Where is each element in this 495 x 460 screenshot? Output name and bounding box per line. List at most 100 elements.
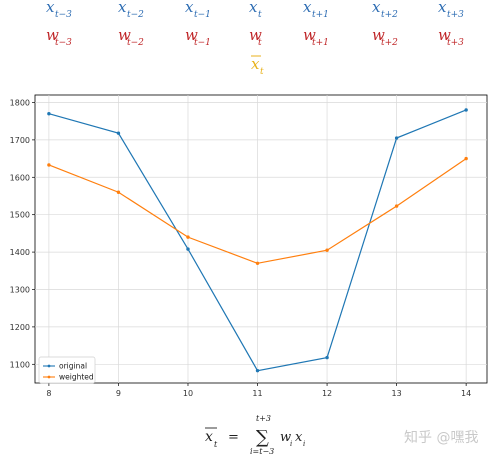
formula-term-w-sub: i bbox=[290, 440, 292, 448]
x-term-4: x t+1 bbox=[303, 0, 329, 20]
x-term-0-sub: t−3 bbox=[55, 10, 72, 20]
w-term-3-sub: t bbox=[258, 38, 262, 48]
point-original-11 bbox=[255, 368, 260, 373]
formula-term-x-sub: i bbox=[303, 440, 305, 448]
w-term-6-base: w bbox=[438, 26, 451, 44]
x-term-1: x t−2 bbox=[118, 0, 144, 20]
y-tick-label: 1100 bbox=[10, 360, 30, 369]
y-tick-label: 1600 bbox=[10, 173, 30, 182]
w-term-0-sub: t−3 bbox=[55, 38, 72, 48]
w-term-2: wt−1 bbox=[185, 26, 211, 48]
x-terms-row: x t−3 x t−2 x t−1 x t x t+1 x t+2 x t+3 bbox=[46, 0, 464, 20]
x-term-3-base: x bbox=[249, 0, 258, 16]
series-group bbox=[47, 108, 468, 373]
y-tick-label: 1700 bbox=[10, 136, 30, 145]
w-term-5-sub: t+2 bbox=[381, 38, 398, 48]
x-tick-label: 11 bbox=[252, 389, 262, 398]
point-weighted-14 bbox=[464, 156, 468, 161]
formula-lhs-sub: t bbox=[214, 440, 218, 449]
x-term-6-base: x bbox=[438, 0, 447, 16]
w-term-0: wt−3 bbox=[46, 26, 72, 48]
w-term-5: wt+2 bbox=[372, 26, 398, 48]
point-weighted-12 bbox=[325, 248, 329, 252]
x-term-6-sub: t+3 bbox=[447, 10, 464, 20]
x-term-1-base: x bbox=[118, 0, 127, 16]
legend-label-original: original bbox=[59, 362, 87, 371]
point-weighted-9 bbox=[116, 190, 121, 194]
x-term-0: x t−3 bbox=[46, 0, 72, 20]
y-tick-label: 1200 bbox=[10, 323, 30, 332]
plot-area bbox=[34, 94, 488, 384]
y-tick-label: 1300 bbox=[10, 285, 30, 294]
x-term-2-base: x bbox=[185, 0, 194, 16]
legend-label-weighted: weighted bbox=[59, 373, 94, 382]
y-tick-label: 1400 bbox=[10, 248, 30, 257]
weighted-average-formula: x t = t+3 ∑ i=t−3 w i x i bbox=[205, 414, 305, 456]
point-original-12 bbox=[325, 355, 329, 360]
legend-marker-original bbox=[47, 364, 51, 368]
formula-lower-limit: i=t−3 bbox=[250, 447, 274, 456]
formula-lhs-base: x bbox=[205, 429, 213, 445]
w-term-1: wt−2 bbox=[118, 26, 144, 48]
y-tick-label: 1500 bbox=[10, 211, 30, 220]
x-term-5: x t+2 bbox=[372, 0, 398, 20]
point-original-13 bbox=[394, 136, 399, 140]
point-weighted-8 bbox=[47, 163, 51, 167]
point-original-8 bbox=[47, 112, 51, 116]
w-term-4: wt+1 bbox=[303, 26, 329, 48]
x-axis-ticks: 8 9 10 11 12 13 14 bbox=[46, 383, 471, 398]
legend: original weighted bbox=[38, 356, 96, 384]
formula-sum-symbol: ∑ bbox=[256, 427, 269, 448]
x-tick-label: 8 bbox=[46, 389, 51, 398]
x-term-4-sub: t+1 bbox=[312, 10, 329, 20]
w-term-4-base: w bbox=[303, 26, 316, 44]
formula-term-w: w bbox=[280, 430, 291, 445]
x-term-2: x t−1 bbox=[185, 0, 211, 20]
w-term-4-sub: t+1 bbox=[312, 38, 329, 48]
x-term-2-sub: t−1 bbox=[194, 10, 211, 20]
formula-upper-limit: t+3 bbox=[256, 414, 271, 423]
x-tick-label: 13 bbox=[392, 389, 402, 398]
w-term-5-base: w bbox=[372, 26, 385, 44]
w-term-3-base: w bbox=[249, 26, 262, 44]
point-weighted-13 bbox=[394, 204, 399, 208]
x-term-1-sub: t−2 bbox=[127, 10, 144, 20]
point-original-9 bbox=[116, 131, 121, 135]
x-term-0-base: x bbox=[46, 0, 55, 16]
y-tick-label: 1800 bbox=[10, 98, 30, 107]
x-term-6: x t+3 bbox=[438, 0, 464, 20]
x-term-3-sub: t bbox=[258, 10, 262, 20]
w-term-2-sub: t−1 bbox=[194, 38, 211, 48]
x-tick-label: 10 bbox=[183, 389, 193, 398]
x-term-5-sub: t+2 bbox=[381, 10, 398, 20]
w-terms-row: wt−3 wt−2 wt−1 wt wt+1 wt+2 wt+3 bbox=[46, 26, 464, 48]
result-base: x bbox=[251, 55, 260, 73]
result-sub: t bbox=[260, 67, 264, 77]
grid-lines bbox=[35, 95, 487, 383]
x-term-5-base: x bbox=[372, 0, 381, 16]
y-axis-ticks: 1100 1200 1300 1400 1500 1600 1700 1800 bbox=[10, 98, 35, 369]
x-tick-label: 14 bbox=[461, 389, 471, 398]
w-term-0-base: w bbox=[46, 26, 59, 44]
x-tick-label: 9 bbox=[116, 389, 121, 398]
w-term-1-sub: t−2 bbox=[127, 38, 144, 48]
point-original-14 bbox=[464, 108, 468, 112]
point-weighted-11 bbox=[255, 261, 260, 266]
w-term-1-base: w bbox=[118, 26, 131, 44]
watermark: 知乎 @嘿我 bbox=[404, 429, 478, 446]
line-chart: 8 9 10 11 12 13 14 1100 1200 1300 1400 1500 1600 170… bbox=[10, 94, 488, 398]
legend-marker-weighted bbox=[47, 375, 51, 379]
point-original-10 bbox=[186, 247, 190, 251]
formula-term-x: x bbox=[295, 430, 303, 445]
w-term-3: wt bbox=[249, 26, 262, 48]
w-term-6: wt+3 bbox=[438, 26, 464, 48]
x-term-4-base: x bbox=[303, 0, 312, 16]
formula-equals: = bbox=[228, 430, 239, 445]
w-term-2-base: w bbox=[185, 26, 198, 44]
point-weighted-10 bbox=[186, 235, 190, 239]
x-tick-label: 12 bbox=[322, 389, 332, 398]
w-term-6-sub: t+3 bbox=[447, 38, 464, 48]
